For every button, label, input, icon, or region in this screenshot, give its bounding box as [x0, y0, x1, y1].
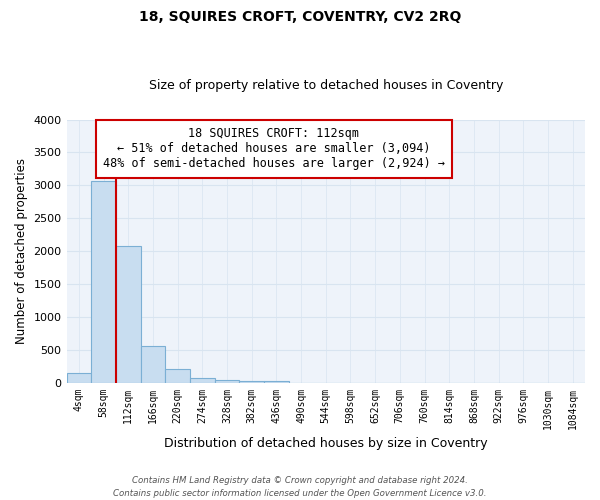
Bar	[215, 380, 239, 382]
Y-axis label: Number of detached properties: Number of detached properties	[15, 158, 28, 344]
Title: Size of property relative to detached houses in Coventry: Size of property relative to detached ho…	[149, 79, 503, 92]
Bar	[165, 369, 190, 382]
Bar	[140, 346, 165, 383]
Text: Contains HM Land Registry data © Crown copyright and database right 2024.
Contai: Contains HM Land Registry data © Crown c…	[113, 476, 487, 498]
X-axis label: Distribution of detached houses by size in Coventry: Distribution of detached houses by size …	[164, 437, 488, 450]
Bar	[190, 378, 215, 382]
Bar	[239, 380, 264, 382]
Text: 18 SQUIRES CROFT: 112sqm
← 51% of detached houses are smaller (3,094)
48% of sem: 18 SQUIRES CROFT: 112sqm ← 51% of detach…	[103, 128, 445, 170]
Text: 18, SQUIRES CROFT, COVENTRY, CV2 2RQ: 18, SQUIRES CROFT, COVENTRY, CV2 2RQ	[139, 10, 461, 24]
Bar	[116, 246, 140, 382]
Bar	[91, 182, 116, 382]
Bar	[67, 373, 91, 382]
